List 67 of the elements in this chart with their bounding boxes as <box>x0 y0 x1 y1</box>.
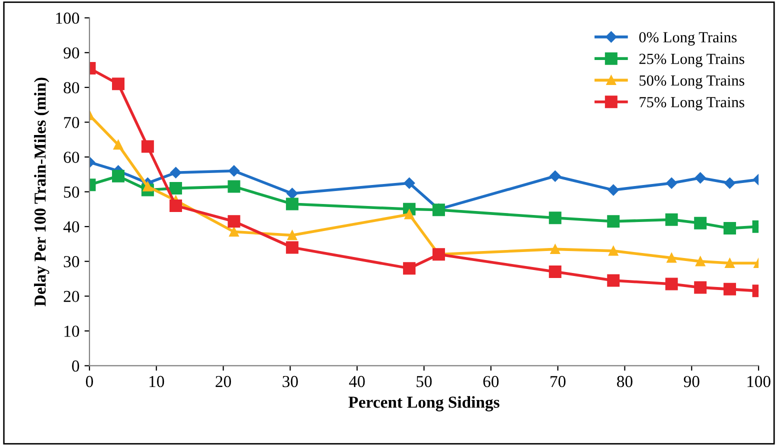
point <box>724 222 736 235</box>
x-tick-label: 20 <box>216 376 231 388</box>
point <box>724 258 735 268</box>
point <box>607 274 620 287</box>
point <box>403 262 416 275</box>
legend-label: 50% Long Trains <box>640 75 744 89</box>
x-tick-label: 40 <box>349 376 365 388</box>
point <box>142 182 153 192</box>
point <box>666 177 678 189</box>
point <box>286 188 298 200</box>
point <box>286 241 298 254</box>
point <box>170 167 182 178</box>
point <box>548 212 562 224</box>
point <box>228 165 240 177</box>
x-tick-label: 30 <box>282 376 298 388</box>
point <box>607 215 620 228</box>
point <box>404 210 414 220</box>
y-tick-label: 30 <box>64 256 80 268</box>
x-axis-title: Percent Long Sidings <box>348 396 500 412</box>
y-tick-label: 40 <box>63 221 80 233</box>
y-tick-label: 0 <box>72 360 80 372</box>
x-tick-label: 100 <box>748 376 770 388</box>
point <box>170 182 182 195</box>
point <box>112 170 124 182</box>
y-tick-label: 90 <box>64 47 80 59</box>
point <box>113 140 124 150</box>
point <box>287 230 298 240</box>
point <box>724 282 736 296</box>
y-tick-label: 50 <box>64 186 80 198</box>
legend-label: 75% Long Trains <box>640 97 744 110</box>
point <box>141 140 154 153</box>
point <box>228 215 240 228</box>
y-tick-label: 10 <box>64 326 80 337</box>
y-tick-label: 20 <box>64 290 80 302</box>
point <box>665 278 678 290</box>
point <box>608 184 619 196</box>
x-tick-label: 50 <box>416 376 432 388</box>
point <box>550 170 561 182</box>
point <box>228 180 240 193</box>
x-tick-label: 0 <box>86 376 93 388</box>
point <box>724 177 736 189</box>
point <box>404 177 415 189</box>
x-tick-label: 10 <box>150 376 164 388</box>
point <box>286 198 298 210</box>
point <box>694 216 707 230</box>
point <box>608 246 618 256</box>
point <box>694 281 707 294</box>
legend-label: 25% Long Trains <box>639 54 744 68</box>
x-tick-label: 70 <box>550 376 566 388</box>
y-tick-label: 100 <box>56 12 80 24</box>
point <box>112 78 124 90</box>
y-axis-title: Delay Per 100 Train-Miles (min) <box>34 78 50 306</box>
y-tick-label: 60 <box>64 152 80 163</box>
x-tick-label: 90 <box>684 376 700 388</box>
y-tick-label: 80 <box>64 82 80 94</box>
legend-label: 0% Long Trains <box>639 32 737 46</box>
point <box>550 244 560 254</box>
point <box>170 199 182 212</box>
point <box>694 172 706 184</box>
x-tick-label: 60 <box>483 376 499 388</box>
x-tick-label: 80 <box>617 376 632 388</box>
point <box>666 253 676 263</box>
point <box>548 266 562 278</box>
y-tick-label: 70 <box>64 116 80 128</box>
point <box>665 213 678 226</box>
point <box>229 226 239 237</box>
point <box>695 256 706 266</box>
